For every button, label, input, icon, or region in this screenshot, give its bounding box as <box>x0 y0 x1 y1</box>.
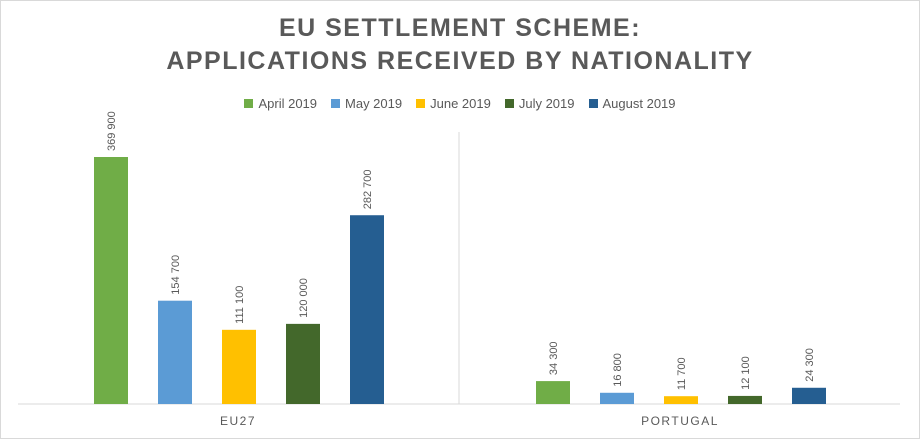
legend-item-july: July 2019 <box>504 96 575 111</box>
data-label-eu27-june: 111 100 <box>234 286 246 324</box>
chart-title-line2: APPLICATIONS RECEIVED BY NATIONALITY <box>166 47 754 75</box>
data-label-portugal-july: 12 100 <box>740 356 752 390</box>
bar-eu27-may <box>158 300 192 404</box>
bar-portugal-may <box>600 392 634 404</box>
chart-title-line1: EU SETTLEMENT SCHEME: <box>278 14 642 42</box>
data-label-portugal-may: 16 800 <box>612 353 624 387</box>
category-label-eu27: EU27 <box>220 414 256 428</box>
legend-swatch-may <box>331 99 341 108</box>
bars-group: 369 900 154 700 111 100 120 000 282 700 34 30… <box>94 111 826 404</box>
chart-legend: April 2019 May 2019 June 2019 July 2019 … <box>0 96 920 111</box>
legend-label-august: August 2019 <box>602 96 676 111</box>
data-label-portugal-august: 24 300 <box>804 348 816 382</box>
legend-label-april: April 2019 <box>258 96 318 111</box>
legend-label-july: July 2019 <box>518 96 575 111</box>
category-label-portugal: PORTUGAL <box>641 414 719 428</box>
legend-item-august: August 2019 <box>588 96 676 111</box>
bar-portugal-june <box>664 396 698 404</box>
data-label-eu27-july: 120 000 <box>298 278 310 318</box>
legend-item-april: April 2019 <box>244 96 317 111</box>
legend-swatch-july <box>504 99 514 108</box>
bar-portugal-july <box>728 395 762 404</box>
bar-eu27-august <box>350 215 384 404</box>
bar-eu27-june <box>222 329 256 404</box>
bar-eu27-july <box>286 323 320 404</box>
legend-swatch-april <box>244 99 254 108</box>
data-label-eu27-august: 282 700 <box>362 169 374 209</box>
bar-eu27-april <box>94 157 128 404</box>
legend-swatch-june <box>416 99 426 108</box>
legend-item-may: May 2019 <box>331 96 402 111</box>
bar-portugal-august <box>792 387 826 404</box>
legend-label-june: June 2019 <box>430 96 491 111</box>
data-label-eu27-april: 369 900 <box>106 111 118 151</box>
data-label-eu27-may: 154 700 <box>170 255 182 295</box>
data-label-portugal-june: 11 700 <box>676 357 688 390</box>
data-label-portugal-april: 34 300 <box>548 341 560 375</box>
bar-portugal-april <box>536 381 570 404</box>
legend-label-may: May 2019 <box>345 96 403 111</box>
legend-swatch-august <box>588 99 598 108</box>
legend-item-june: June 2019 <box>416 96 491 111</box>
